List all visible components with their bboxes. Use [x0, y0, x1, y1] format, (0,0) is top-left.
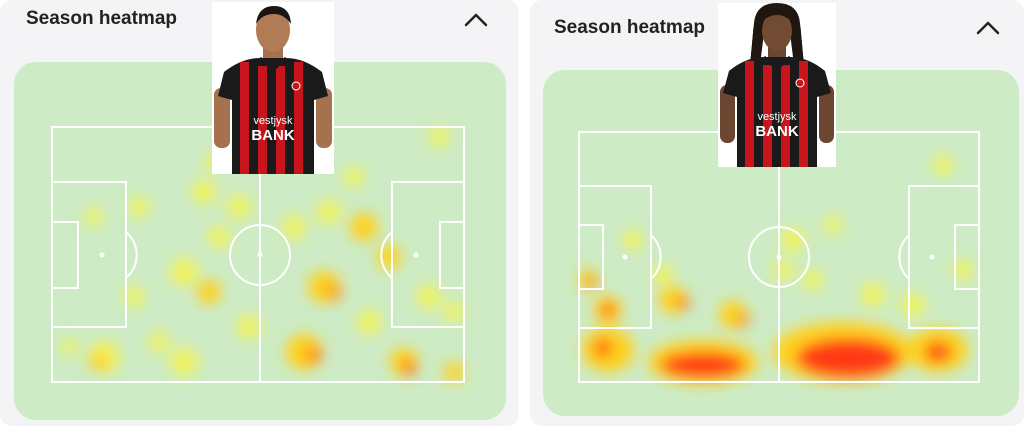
card-title: Season heatmap [554, 17, 705, 38]
chevron-up-icon[interactable] [463, 10, 489, 30]
sponsor-text-bottom: BANK [251, 127, 294, 144]
heatmap-card-left: Season heatmap [0, 0, 519, 426]
card-title: Season heatmap [26, 8, 177, 29]
heat-zones [578, 155, 973, 384]
sponsor-text-top: vestjysk [757, 111, 797, 123]
pitch-lines [578, 131, 980, 383]
sponsor-text-top: vestjysk [253, 115, 293, 127]
chevron-up-icon[interactable] [975, 18, 1001, 38]
heatmap-card-right: Season heatmap [530, 0, 1024, 426]
player-photo: vestjysk BANK [718, 3, 836, 167]
heatmap-pitch [543, 70, 1019, 416]
pitch-background [543, 70, 1019, 416]
heatmap-pitch [14, 62, 506, 420]
sponsor-text-bottom: BANK [755, 123, 798, 140]
player-photo: vestjysk BANK [212, 2, 334, 174]
